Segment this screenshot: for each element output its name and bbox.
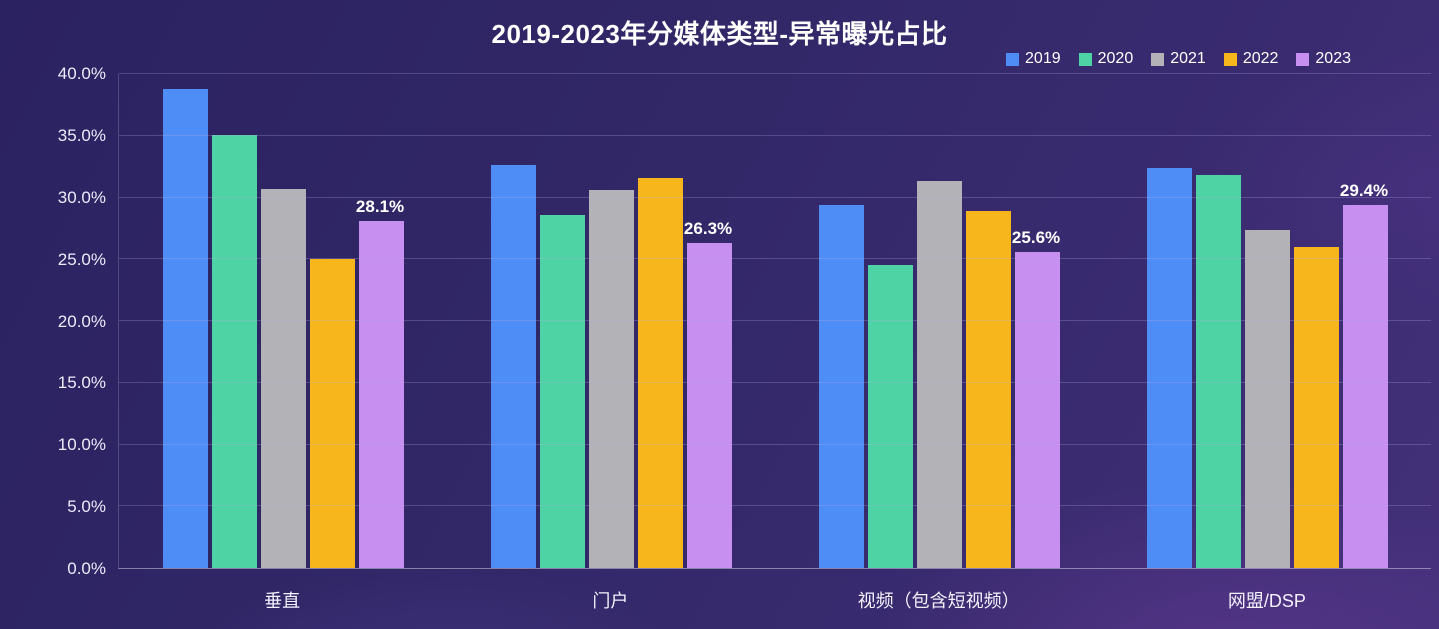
bar-value-label: 28.1% — [355, 196, 405, 216]
bar-2021-网盟/DSP[interactable] — [1244, 229, 1290, 568]
x-axis-label: 垂直 — [264, 591, 301, 611]
bar-2019-网盟/DSP[interactable] — [1146, 167, 1192, 568]
legend-label: 2023 — [1315, 50, 1351, 67]
bar-groups: 28.1% 26.3% 25.6% 29.4% — [119, 74, 1431, 568]
legend-label: 2021 — [1170, 50, 1206, 67]
y-tick-label: 30.0% — [57, 187, 106, 207]
plot-area: 28.1% 26.3% 25.6% 29.4% — [118, 73, 1431, 569]
gridline — [119, 505, 1431, 507]
bar-group: 28.1% — [162, 74, 404, 568]
gridline — [119, 443, 1431, 445]
legend-item-2021[interactable]: 2021 — [1151, 50, 1206, 68]
gridline — [119, 320, 1431, 321]
x-axis-label: 视频（包含短视频） — [857, 591, 1020, 611]
bar-2023-网盟/DSP[interactable]: 29.4% — [1340, 181, 1388, 568]
bar-value-label: 25.6% — [1011, 227, 1061, 247]
legend-swatch — [1006, 52, 1020, 66]
bar-value-label: 26.3% — [683, 219, 733, 239]
bar-2022-门户[interactable] — [637, 177, 683, 568]
gridline — [119, 196, 1431, 198]
legend-swatch — [1078, 52, 1092, 66]
legend-swatch — [1223, 52, 1237, 66]
bar-2019-垂直[interactable] — [162, 88, 208, 568]
y-tick-label: 0.0% — [67, 559, 106, 578]
y-tick-label: 15.0% — [57, 373, 106, 393]
y-tick-label: 35.0% — [57, 125, 106, 145]
legend-item-2020[interactable]: 2020 — [1078, 50, 1134, 68]
legend-label: 2020 — [1097, 50, 1134, 67]
y-axis-labels: 0.0% 5.0% 10.0% 15.0% 20.0% 25.0% 30.0% 35.0% 40… — [0, 64, 106, 578]
bar-2020-垂直[interactable] — [211, 134, 257, 568]
gridline — [119, 381, 1431, 383]
x-axis-label: 门户 — [592, 591, 629, 611]
gridline — [119, 73, 1431, 74]
bar-group: 26.3% — [490, 74, 732, 568]
y-tick-label: 10.0% — [57, 435, 106, 455]
bar-2020-门户[interactable] — [539, 214, 585, 568]
legend: 2019 2020 2021 2022 2023 — [1006, 50, 1351, 68]
bar-2022-垂直[interactable] — [309, 259, 355, 568]
bar-2023-视频（包含短视频）[interactable]: 25.6% — [1012, 228, 1060, 568]
bar-2022-视频（包含短视频）[interactable] — [965, 211, 1011, 568]
bar-2019-视频（包含短视频）[interactable] — [818, 204, 864, 568]
chart-title: 2019-2023年分媒体类型-异常曝光占比 — [491, 19, 948, 49]
bar-group: 29.4% — [1146, 74, 1388, 568]
bar-2019-门户[interactable] — [490, 165, 536, 568]
bar-2022-网盟/DSP[interactable] — [1293, 246, 1339, 568]
bar-2023-门户[interactable]: 26.3% — [684, 219, 732, 568]
bar-2021-视频（包含短视频）[interactable] — [916, 181, 962, 568]
y-tick-label: 25.0% — [57, 249, 106, 269]
bar-2020-网盟/DSP[interactable] — [1195, 175, 1241, 568]
y-tick-label: 20.0% — [57, 311, 106, 331]
x-axis-labels: 垂直 门户 视频（包含短视频） 网盟/DSP — [118, 587, 1431, 613]
gridline — [119, 134, 1431, 136]
bar-group: 25.6% — [818, 74, 1060, 568]
legend-swatch — [1296, 52, 1310, 66]
bar-2020-视频（包含短视频）[interactable] — [867, 265, 913, 568]
legend-item-2019[interactable]: 2019 — [1006, 50, 1061, 68]
bar-2021-垂直[interactable] — [260, 188, 306, 568]
legend-item-2023[interactable]: 2023 — [1296, 50, 1351, 68]
y-tick-label: 40.0% — [57, 64, 106, 83]
legend-label: 2019 — [1025, 50, 1061, 67]
legend-swatch — [1151, 52, 1165, 66]
bar-value-label: 29.4% — [1339, 180, 1389, 200]
y-tick-label: 5.0% — [67, 497, 106, 517]
bar-2021-门户[interactable] — [588, 190, 634, 568]
bar-2023-垂直[interactable]: 28.1% — [356, 197, 404, 568]
x-axis-label: 网盟/DSP — [1227, 591, 1306, 611]
legend-label: 2022 — [1242, 50, 1279, 67]
legend-item-2022[interactable]: 2022 — [1223, 50, 1279, 68]
gridline — [119, 258, 1431, 260]
